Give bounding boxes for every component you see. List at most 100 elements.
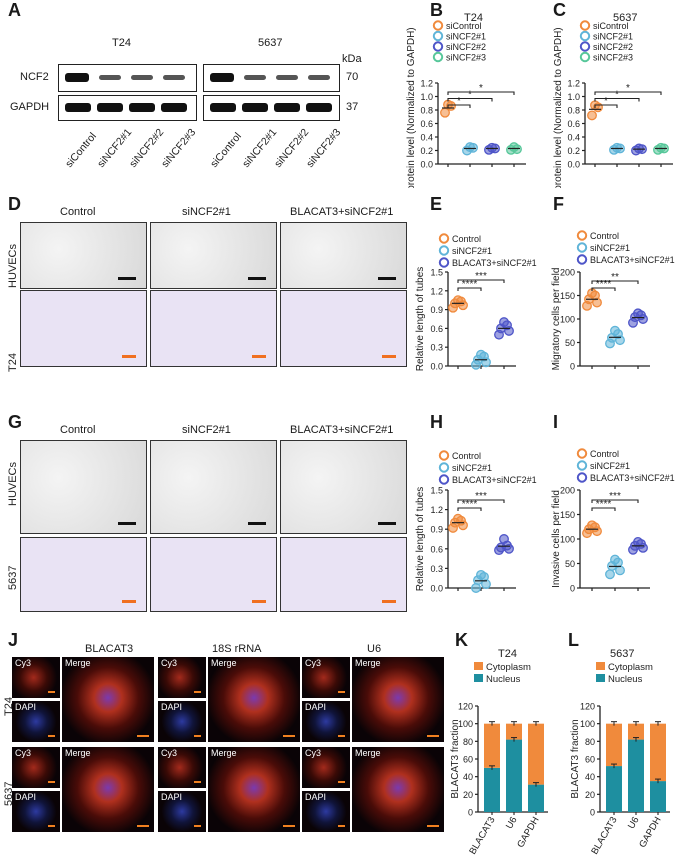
cy3-image: Cy3 <box>12 747 60 788</box>
image-d-t24-control <box>20 290 147 367</box>
chart-title: 5637 <box>610 648 634 660</box>
lane-label: siNCF2#3 <box>159 126 198 170</box>
significance-bracket <box>594 91 662 95</box>
chart-title: 5637 <box>613 12 637 24</box>
y-tick-label: 0.8 <box>420 106 433 116</box>
channel-label: Cy3 <box>161 748 178 758</box>
image-g-huvecs-control <box>20 440 147 534</box>
panel-letter-k: K <box>455 630 468 650</box>
scale-bar <box>137 735 149 737</box>
lane-label: siControl <box>63 130 99 169</box>
fish-row-t24: T24 <box>3 697 14 716</box>
channel-label: Cy3 <box>161 658 178 668</box>
data-point <box>509 142 519 153</box>
legend-label: BLACAT3+siNCF2#1 <box>452 475 537 485</box>
chart-h: Control siNCF2#1 BLACAT3+siNCF2#1 0.0 0.3 0.6… <box>415 450 537 594</box>
data-point <box>499 534 509 544</box>
y-tick-label: 0.0 <box>430 362 443 372</box>
significance-bracket <box>457 279 505 283</box>
lane-label: siControl <box>208 130 244 169</box>
legend-label: siNCF2#1 <box>593 32 633 42</box>
bar-cytoplasm <box>528 723 544 785</box>
y-tick-label: 100 <box>580 719 595 729</box>
y-tick-label: 50 <box>565 338 575 348</box>
legend-marker <box>438 245 450 256</box>
legend-marker <box>432 30 444 42</box>
y-axis-label: BLACAT3 fraction <box>450 719 461 798</box>
scale-bar <box>137 825 149 827</box>
chart-e: Control siNCF2#1 BLACAT3+siNCF2#1 0.0 0.3 0.6… <box>415 233 537 372</box>
y-tick-label: 1.0 <box>567 92 580 102</box>
row-label-t24: T24 <box>7 353 19 372</box>
image-g-huvecs-blacat3 <box>280 440 407 534</box>
channel-label: DAPI <box>161 702 183 712</box>
channel-label: DAPI <box>15 702 37 712</box>
dapi-image: DAPI <box>158 791 206 832</box>
merge-image: Merge <box>352 747 444 832</box>
y-tick-label: 0.8 <box>567 106 580 116</box>
legend-marker <box>576 230 588 241</box>
y-tick-label: 0 <box>570 584 575 594</box>
significance-bracket <box>594 104 618 108</box>
bar-nucleus <box>506 739 522 812</box>
dapi-image: DAPI <box>12 701 60 742</box>
cy3-image: Cy3 <box>302 657 350 698</box>
legend-marker <box>438 474 450 485</box>
significance-label: **** <box>462 279 478 290</box>
kda-70: 70 <box>346 71 359 83</box>
significance-label: **** <box>596 279 612 290</box>
chart-i: Control siNCF2#1 BLACAT3+siNCF2#1 0 50 100 150… <box>551 448 675 594</box>
bar-cytoplasm <box>484 723 500 768</box>
y-axis-label: Migratory cells per field <box>551 268 562 371</box>
row-labels-g: HUVECs 5637 <box>7 461 19 590</box>
legend-label: siNCF2#2 <box>446 42 486 52</box>
y-axis-label: NCF2 protein level (Normalized to GAPDH) <box>406 27 417 188</box>
merge-image: Merge <box>62 657 154 742</box>
col-label-blacat3: BLACAT3+siNCF2#1 <box>290 206 394 218</box>
significance-bracket <box>457 499 505 503</box>
legend-marker <box>579 41 591 52</box>
image-d-t24-sincf2 <box>150 290 277 367</box>
merge-image: Merge <box>208 657 300 742</box>
channel-label: Merge <box>65 658 91 668</box>
merge-image: Merge <box>352 657 444 742</box>
y-tick-label: 0.6 <box>420 119 433 129</box>
channel-label: Merge <box>211 748 237 758</box>
scale-bar <box>48 691 55 693</box>
data-point <box>610 325 620 336</box>
legend-label: siNCF2#1 <box>452 246 492 256</box>
y-tick-label: 60 <box>585 755 595 765</box>
scale-bar <box>338 825 345 827</box>
y-axis-label: NCF2 protein level (Normalized to GAPDH) <box>553 27 564 188</box>
fish-group-blacat3: BLACAT3 <box>85 643 134 655</box>
y-tick-label: 1.2 <box>430 286 443 296</box>
data-point <box>610 554 620 565</box>
bar-nucleus <box>484 767 500 812</box>
merge-image: Merge <box>62 747 154 832</box>
y-tick-label: 0.6 <box>430 324 443 334</box>
image-g-5637-control <box>20 537 147 612</box>
y-tick-label: 0.2 <box>567 146 580 156</box>
legend-marker <box>432 51 444 63</box>
significance-bracket <box>591 280 639 284</box>
significance-label: * <box>615 90 619 101</box>
scale-bar <box>48 825 55 827</box>
blot-t24-gapdh <box>58 95 197 121</box>
channel-label: Cy3 <box>305 658 322 668</box>
scale-bar <box>338 691 345 693</box>
legend-label: siNCF2#2 <box>593 42 633 52</box>
legend-label: BLACAT3+siNCF2#1 <box>590 473 675 483</box>
y-tick-label: 150 <box>560 510 575 520</box>
kda-header: kDa <box>342 53 362 65</box>
legend-swatch <box>596 662 605 670</box>
legend-marker <box>579 51 591 63</box>
significance-label: *** <box>609 491 621 502</box>
legend-swatch <box>474 662 483 670</box>
channel-label: DAPI <box>305 702 327 712</box>
y-tick-label: 0 <box>590 808 595 818</box>
legend-swatch <box>596 674 605 682</box>
